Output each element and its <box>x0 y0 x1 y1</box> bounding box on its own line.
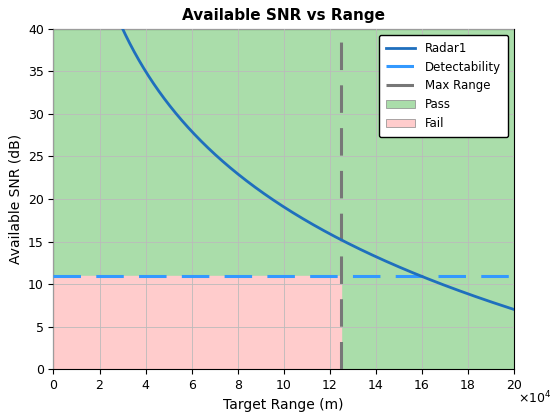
X-axis label: Target Range (m): Target Range (m) <box>223 398 344 412</box>
Title: Available SNR vs Range: Available SNR vs Range <box>182 8 385 24</box>
Text: $\times10^4$: $\times10^4$ <box>519 390 552 407</box>
Legend: Radar1, Detectability, Max Range, Pass, Fail: Radar1, Detectability, Max Range, Pass, … <box>379 34 508 137</box>
Y-axis label: Available SNR (dB): Available SNR (dB) <box>8 134 22 264</box>
